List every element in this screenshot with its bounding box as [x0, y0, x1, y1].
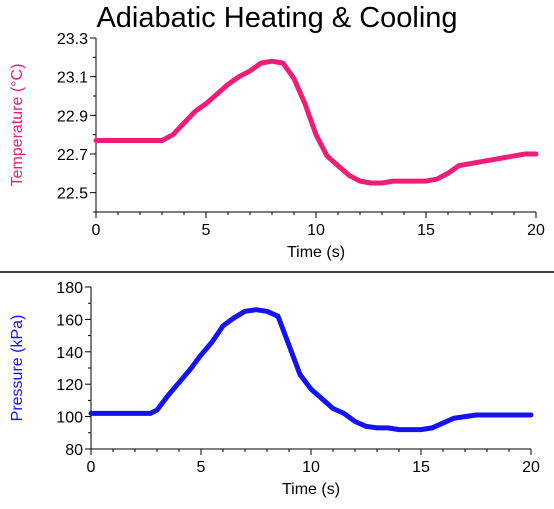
- x-tick-label: 0: [92, 222, 101, 239]
- chart-panel-temperature: 0 5 10 15 20 22.5 22.7 22.9 23.1 23.3 Time (s) Temp…: [9, 31, 545, 261]
- y-tick-label: 180: [56, 280, 83, 297]
- x-axis-title: Time (s): [282, 481, 340, 498]
- x-axis-title: Time (s): [287, 244, 345, 261]
- y-tick-label: 120: [56, 377, 83, 394]
- y-tick-label: 160: [56, 312, 83, 329]
- x-tick-label: 10: [307, 222, 325, 239]
- y-tick-label: 22.9: [57, 108, 88, 125]
- x-tick-label: 0: [87, 459, 96, 476]
- y-tick-label: 140: [56, 345, 83, 362]
- x-tick-label: 15: [417, 222, 435, 239]
- x-tick-label: 10: [302, 459, 320, 476]
- x-tick-label: 5: [202, 222, 211, 239]
- y-tick-label: 23.1: [57, 70, 88, 87]
- y-axis-title: Temperature (°C): [9, 64, 26, 187]
- chart-panel-pressure: 0 5 10 15 20 80 100 120 140 160 180 Time (s) Pressur…: [9, 280, 540, 498]
- y-axis-title: Pressure (kPa): [9, 315, 26, 422]
- y-tick-label: 23.3: [57, 31, 88, 48]
- temperature-series-line: [93, 58, 539, 186]
- y-tick-label: 22.5: [57, 186, 88, 203]
- x-tick-label: 15: [412, 459, 430, 476]
- chart-title: Adiabatic Heating & Cooling: [96, 2, 458, 34]
- y-tick-label: 100: [56, 410, 83, 427]
- y-tick-label: 22.7: [57, 147, 88, 164]
- y-tick-label: 80: [65, 442, 83, 459]
- pressure-series-line: [88, 307, 534, 433]
- x-tick-label: 5: [197, 459, 206, 476]
- x-tick-label: 20: [527, 222, 545, 239]
- x-tick-label: 20: [522, 459, 540, 476]
